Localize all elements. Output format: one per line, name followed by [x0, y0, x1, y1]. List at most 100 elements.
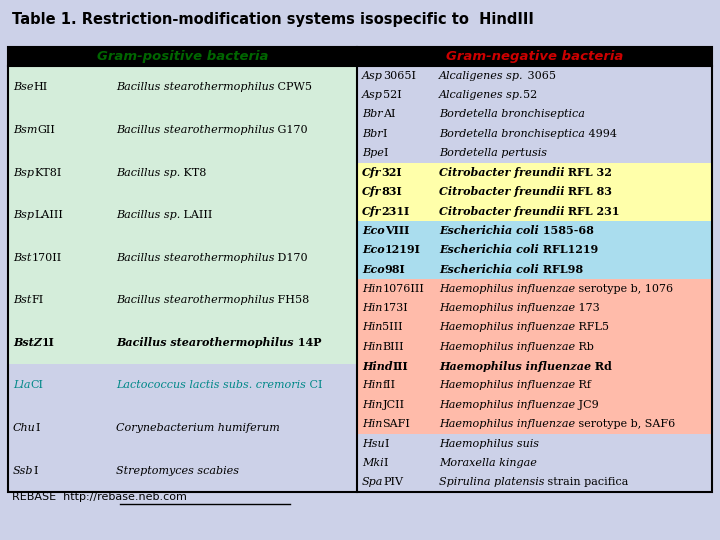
Text: I: I [36, 423, 40, 433]
Text: Hin: Hin [362, 303, 382, 313]
Bar [8, 364, 357, 407]
Text: RFL 231: RFL 231 [564, 206, 620, 217]
Text: 170II: 170II [32, 253, 62, 262]
Text: JC9: JC9 [575, 400, 599, 410]
Text: Asp: Asp [362, 90, 383, 100]
Text: D170: D170 [274, 253, 308, 262]
Bar [357, 85, 712, 105]
Text: Haemophilus suis: Haemophilus suis [439, 438, 539, 449]
Text: Rf: Rf [575, 381, 591, 390]
Text: LAIII: LAIII [180, 210, 212, 220]
Text: 52I: 52I [383, 90, 402, 100]
Text: 173: 173 [575, 303, 600, 313]
Text: Table 1. Restriction-modification systems isospecific to  HindIII: Table 1. Restriction-modification system… [12, 12, 534, 27]
Text: CI: CI [30, 381, 43, 390]
Text: Eco: Eco [362, 264, 384, 275]
Text: 1219I: 1219I [384, 245, 420, 255]
Bar [8, 279, 357, 322]
Bar [357, 124, 712, 144]
Text: Bacillus stearothermophilus: Bacillus stearothermophilus [116, 338, 294, 348]
Text: SAFI: SAFI [382, 419, 410, 429]
Text: Spirulina platensis: Spirulina platensis [439, 477, 544, 487]
Text: RFL 83: RFL 83 [564, 186, 613, 197]
Bar [8, 194, 357, 237]
Bar [357, 337, 712, 356]
Text: Bpe: Bpe [362, 148, 384, 158]
Text: Bordetella bronchiseptica: Bordetella bronchiseptica [439, 129, 585, 139]
Text: 5III: 5III [382, 322, 403, 333]
Text: 52: 52 [523, 90, 538, 100]
Text: RFL5: RFL5 [575, 322, 609, 333]
Text: Bse: Bse [13, 82, 34, 92]
Text: Chu: Chu [13, 423, 36, 433]
Text: Bacillus sp.: Bacillus sp. [116, 210, 180, 220]
Text: Bacillus stearothermophilus: Bacillus stearothermophilus [116, 125, 274, 135]
Text: Lactococcus lactis subs. cremoris: Lactococcus lactis subs. cremoris [116, 381, 306, 390]
Text: 1I: 1I [42, 338, 55, 348]
Bar [8, 66, 357, 109]
Text: Bst: Bst [13, 253, 32, 262]
Text: G170: G170 [274, 125, 308, 135]
Bar [357, 415, 712, 434]
Bar [357, 260, 712, 279]
Text: fII: fII [382, 381, 395, 390]
Text: Haemophilus influenzae: Haemophilus influenzae [439, 342, 575, 352]
Text: RFL1219: RFL1219 [539, 245, 598, 255]
Bar [357, 105, 712, 124]
Text: Haemophilus influenzae: Haemophilus influenzae [439, 361, 591, 372]
Bar [357, 221, 712, 240]
Text: 14P: 14P [294, 338, 321, 348]
Text: Cfr: Cfr [362, 186, 382, 197]
Text: Haemophilus influenzae: Haemophilus influenzae [439, 303, 575, 313]
Text: Streptomyces scabies: Streptomyces scabies [116, 465, 239, 476]
Text: 4994: 4994 [585, 129, 617, 139]
Text: KT8I: KT8I [34, 167, 61, 178]
Bar [357, 144, 712, 163]
Text: Hin: Hin [362, 381, 382, 390]
Text: CPW5: CPW5 [274, 82, 312, 92]
Bar [357, 182, 712, 201]
Text: JCII: JCII [382, 400, 405, 410]
Text: Eco: Eco [362, 245, 384, 255]
Text: Bsp: Bsp [13, 210, 34, 220]
Text: 231I: 231I [382, 206, 410, 217]
Text: Moraxella kingae: Moraxella kingae [439, 458, 537, 468]
Text: Hind: Hind [362, 361, 392, 372]
Text: Ssb: Ssb [13, 465, 34, 476]
Text: Haemophilus influenzae: Haemophilus influenzae [439, 284, 575, 294]
Bar [357, 472, 712, 492]
Text: Haemophilus influenzae: Haemophilus influenzae [439, 381, 575, 390]
Text: Hin: Hin [362, 284, 382, 294]
Bar [357, 299, 712, 318]
Text: I: I [384, 438, 389, 449]
Text: Bbr: Bbr [362, 129, 382, 139]
Text: LAIII: LAIII [34, 210, 63, 220]
Text: 32I: 32I [382, 167, 402, 178]
Text: Bst: Bst [13, 295, 32, 305]
Text: Haemophilus influenzae: Haemophilus influenzae [439, 400, 575, 410]
Text: I: I [384, 148, 388, 158]
Text: VIII: VIII [384, 225, 409, 236]
Text: Bordetella pertusis: Bordetella pertusis [439, 148, 547, 158]
Text: Cfr: Cfr [362, 167, 382, 178]
Text: 3065: 3065 [523, 71, 556, 80]
Text: Bsp: Bsp [13, 167, 34, 178]
Text: HI: HI [34, 82, 48, 92]
Text: Hin: Hin [362, 342, 382, 352]
Text: Escherichia coli: Escherichia coli [439, 245, 539, 255]
Bar [357, 240, 712, 260]
Text: 1076III: 1076III [382, 284, 424, 294]
Text: Alcaligenes sp.: Alcaligenes sp. [439, 90, 523, 100]
Text: GII: GII [37, 125, 55, 135]
Text: Escherichia coli: Escherichia coli [439, 225, 539, 236]
Bar [8, 322, 357, 364]
Bar [357, 376, 712, 395]
Text: AI: AI [382, 110, 395, 119]
Text: III: III [392, 361, 408, 372]
Text: Bsm: Bsm [13, 125, 37, 135]
Text: serotype b, SAF6: serotype b, SAF6 [575, 419, 675, 429]
Text: Gram-positive bacteria: Gram-positive bacteria [96, 50, 269, 63]
Text: RFL98: RFL98 [539, 264, 583, 275]
Text: Hin: Hin [362, 400, 382, 410]
Bar [8, 151, 357, 194]
